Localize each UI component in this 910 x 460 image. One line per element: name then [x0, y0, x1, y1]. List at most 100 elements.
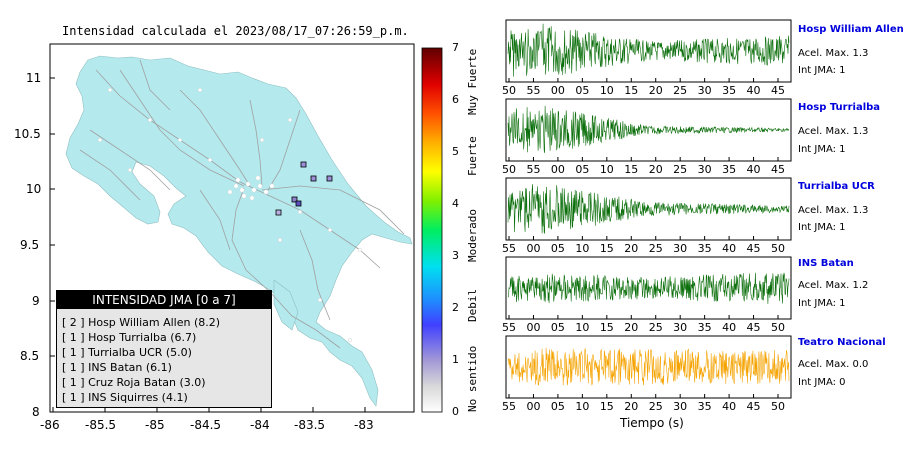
station-name: Turrialba UCR	[798, 181, 875, 192]
intensity-legend: INTENSIDAD JMA [0 a 7] [ 2 ] Hosp Willia…	[56, 290, 272, 408]
trace-tick-label: 30	[697, 84, 712, 97]
trace-tick-label: 35	[697, 242, 712, 255]
trace-tick-label: 35	[722, 163, 737, 176]
trace-tick-label: 45	[746, 242, 761, 255]
legend-station: Turrialba UCR (5.0)	[88, 346, 192, 359]
trace-tick-label: 35	[697, 400, 712, 413]
colorbar-word: Fuerte	[466, 136, 479, 176]
trace-tick-label: 10	[599, 84, 614, 97]
lat-tick: 9	[32, 294, 40, 308]
legend-count: [ 1 ]	[62, 331, 85, 344]
colorbar-tick: 4	[452, 197, 459, 210]
trace-tick-label: 40	[746, 84, 761, 97]
trace-tick-label: 00	[526, 321, 541, 334]
lat-tick: 10	[26, 182, 42, 196]
trace-tick-label: 15	[624, 84, 639, 97]
trace-ticks	[508, 78, 779, 398]
station-name: INS Batan	[798, 258, 854, 269]
trace-tick-label: 25	[648, 242, 663, 255]
trace-tick-label: 10	[575, 242, 590, 255]
trace-waveform	[507, 105, 790, 153]
accel-max: Acel. Max. 1.3	[798, 126, 869, 137]
colorbar-tick: 1	[452, 353, 459, 366]
lon-tick: -85	[145, 418, 165, 432]
trace-tick-label: 30	[673, 242, 688, 255]
legend-station: Cruz Roja Batan (3.0)	[88, 376, 206, 389]
time-axis-label: Tiempo (s)	[620, 416, 684, 430]
trace-tick-label: 55	[502, 400, 516, 413]
legend-station: INS Batan (6.1)	[88, 361, 172, 374]
trace-tick-label: 05	[575, 163, 590, 176]
accel-max: Acel. Max. 1.2	[798, 280, 869, 291]
accel-max: Acel. Max. 1.3	[798, 48, 869, 59]
trace-waveform	[507, 272, 790, 304]
trace-waves	[507, 23, 790, 386]
trace-tick-label: 30	[673, 321, 688, 334]
station-name: Hosp William Allen	[798, 24, 904, 35]
lat-tick: 11	[26, 71, 42, 85]
trace-tick-label: 05	[575, 84, 590, 97]
legend-row: [ 1 ] Turrialba UCR (5.0)	[62, 346, 192, 359]
trace-tick-label: 15	[599, 400, 614, 413]
trace-tick-label: 40	[746, 163, 761, 176]
lon-tick: -86	[40, 418, 60, 432]
trace-tick-label: 10	[575, 400, 590, 413]
trace-tick-label: 30	[697, 163, 712, 176]
station-markers	[275, 161, 333, 216]
trace-tick-label: 40	[722, 242, 737, 255]
legend-row: [ 2 ] Hosp William Allen (8.2)	[62, 316, 220, 329]
map-ticks	[50, 77, 366, 413]
station-name: Hosp Turrialba	[798, 102, 881, 113]
trace-tick-label: 30	[673, 400, 688, 413]
legend-count: [ 1 ]	[62, 391, 85, 404]
trace-waveform	[507, 347, 790, 386]
legend-title: INTENSIDAD JMA [0 a 7]	[57, 291, 271, 309]
lat-tick: 8	[32, 405, 40, 419]
station-marker	[275, 209, 282, 216]
lon-tick: -84	[250, 418, 270, 432]
station-marker	[300, 161, 307, 168]
peninsula-osa	[273, 279, 299, 331]
trace-tick-label: 00	[526, 400, 541, 413]
colorbar-word: No sentido	[466, 345, 479, 412]
trace-waveform	[507, 184, 790, 234]
colorbar-word: Muy Fuerte	[466, 48, 479, 115]
trace-tick-label: 40	[722, 400, 737, 413]
trace-waveform	[507, 23, 790, 77]
legend-station: Hosp Turrialba (6.7)	[88, 331, 197, 344]
colorbar-tick: 2	[452, 301, 459, 314]
lon-tick: -85.5	[85, 418, 117, 432]
trace-tick-label: 10	[599, 163, 614, 176]
trace-tick-label: 45	[746, 321, 761, 334]
trace-tick-label: 40	[722, 321, 737, 334]
colorbar-word: Debil	[466, 288, 479, 322]
trace-tick-label: 50	[771, 321, 785, 334]
trace-tick-label: 55	[526, 163, 541, 176]
trace-tick-label: 45	[746, 400, 761, 413]
station-marker	[326, 175, 333, 182]
trace-tick-label: 25	[648, 321, 663, 334]
trace-tick-label: 00	[550, 84, 565, 97]
trace-tick-label: 45	[771, 163, 785, 176]
colorbar-tick: 3	[452, 249, 459, 262]
trace-tick-label: 35	[722, 84, 737, 97]
lon-tick: -83	[354, 418, 374, 432]
station-name: Teatro Nacional	[798, 337, 886, 348]
lat-tick: 9.5	[20, 238, 40, 252]
trace-tick-label: 20	[648, 163, 663, 176]
trace-tick-label: 15	[599, 242, 614, 255]
lon-tick: -84.5	[190, 418, 222, 432]
trace-tick-label: 00	[526, 242, 541, 255]
trace-tick-label: 50	[771, 242, 785, 255]
colorbar-word: Moderado	[466, 209, 479, 262]
lat-tick: 10.5	[14, 127, 41, 141]
legend-row: [ 1 ] INS Batan (6.1)	[62, 361, 172, 374]
legend-station: Hosp William Allen (8.2)	[88, 316, 221, 329]
lat-tick: 8.5	[20, 349, 40, 363]
map-title: Intensidad calculada el 2023/08/17_07:26…	[62, 24, 409, 38]
road-network	[79, 59, 405, 349]
trace-tick-label: 55	[526, 84, 541, 97]
colorbar-tick: 0	[452, 405, 459, 418]
jma-intensity: Int JMA: 1	[798, 144, 846, 155]
